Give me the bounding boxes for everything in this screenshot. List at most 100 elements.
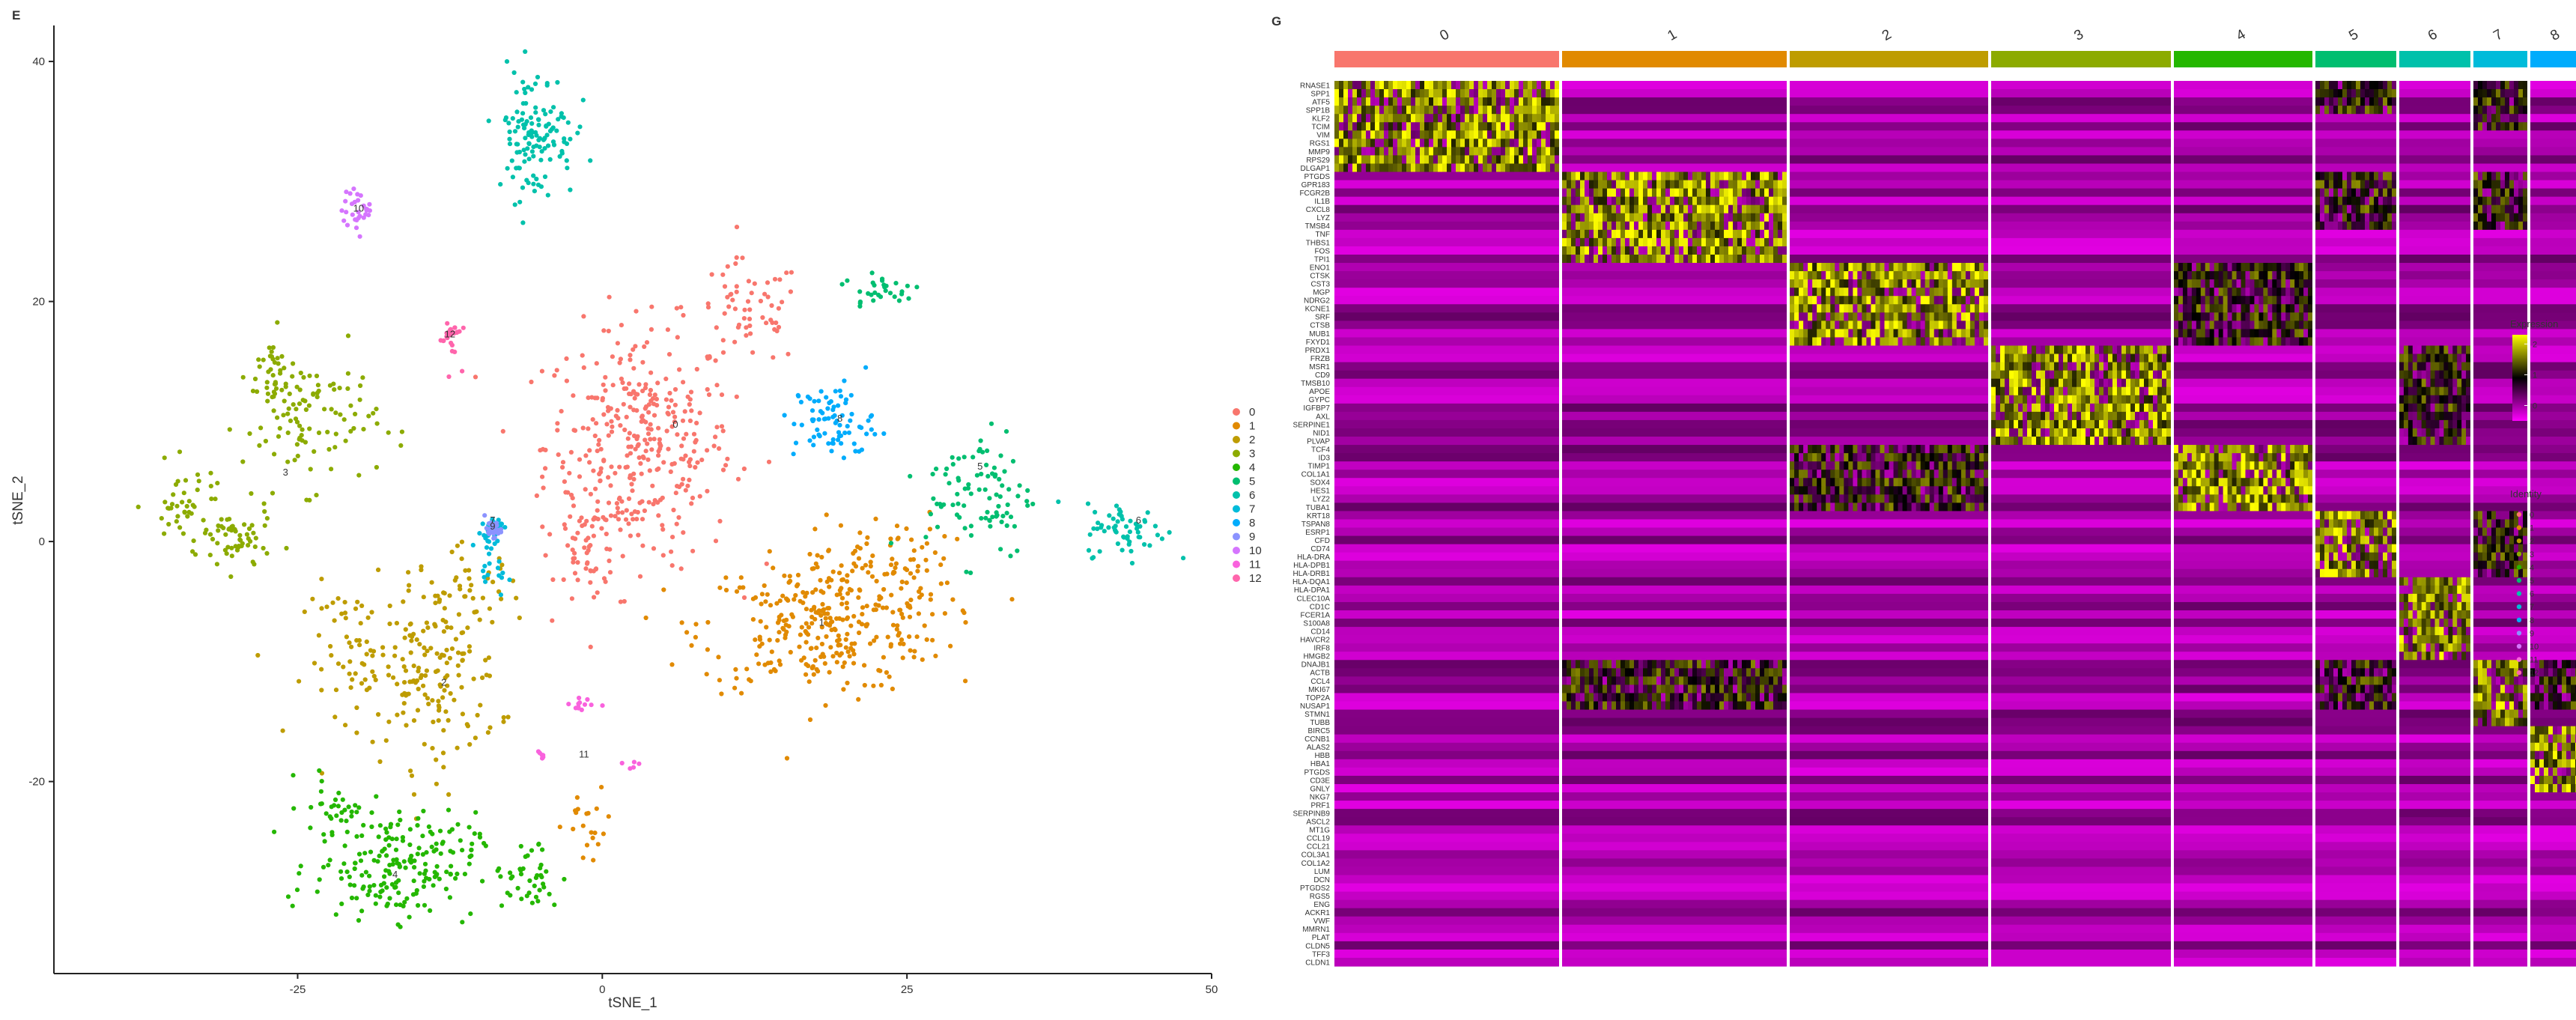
scatter-point <box>851 661 857 666</box>
heatmap-cell <box>2094 362 2100 371</box>
scatter-point <box>467 644 473 649</box>
heatmap-cell <box>1523 97 1528 106</box>
scatter-point <box>319 779 324 784</box>
heatmap-cell <box>1790 395 1988 404</box>
heatmap-cell <box>1826 279 1831 288</box>
scatter-point <box>816 417 821 422</box>
heatmap-cell <box>1567 237 1572 247</box>
scatter-point <box>1135 529 1140 535</box>
heatmap-cell <box>1991 106 2171 115</box>
heatmap-cell <box>1334 511 1559 520</box>
heatmap-cell <box>1803 445 1808 454</box>
heatmap-cell <box>1866 461 1872 470</box>
heatmap-cell <box>1433 114 1439 123</box>
heatmap-cell <box>1562 114 1787 123</box>
heatmap-cell <box>1853 470 1858 479</box>
scatter-point <box>360 375 365 380</box>
heatmap-cell <box>1334 478 1559 487</box>
heatmap-cell <box>1875 271 1881 280</box>
heatmap-cell <box>1812 486 1817 495</box>
scatter-point <box>617 495 622 501</box>
heatmap-cell <box>1746 188 1752 198</box>
x-tick-label: 50 <box>1206 983 1218 996</box>
heatmap-cell <box>1907 470 1913 479</box>
scatter-point <box>534 176 539 182</box>
scatter-point <box>643 615 648 621</box>
heatmap-cell <box>1429 139 1434 148</box>
heatmap-cell <box>1514 163 1519 173</box>
heatmap-cell <box>1956 271 1962 280</box>
heatmap-cell <box>1701 668 1707 677</box>
heatmap-cell <box>1643 237 1648 247</box>
scatter-point <box>765 294 771 300</box>
scatter-point <box>498 874 503 879</box>
heatmap-cell <box>1790 834 1988 843</box>
heatmap-cell <box>1402 106 1407 115</box>
scatter-point <box>907 614 913 619</box>
scatter-point <box>779 613 784 618</box>
heatmap-cell <box>1670 237 1675 247</box>
scatter-point <box>434 757 439 762</box>
scatter-point <box>264 385 270 390</box>
scatter-point <box>979 516 984 521</box>
scatter-point <box>349 809 354 815</box>
scatter-point <box>595 590 600 595</box>
heatmap-cell <box>1474 114 1479 123</box>
heatmap-cell <box>1528 97 1533 106</box>
scatter-point <box>626 496 632 502</box>
scatter-point <box>625 453 630 458</box>
heatmap-cell <box>1920 329 1926 339</box>
heatmap-cell <box>1348 114 1353 123</box>
scatter-point <box>859 447 864 452</box>
heatmap-cell <box>1546 147 1551 157</box>
scatter-point <box>631 476 637 482</box>
heatmap-cell <box>2099 353 2104 363</box>
scatter-point <box>648 327 654 332</box>
heatmap-cell <box>1898 445 1904 454</box>
scatter-point <box>505 714 511 720</box>
scatter-point <box>361 427 366 432</box>
heatmap-cell <box>1474 106 1479 115</box>
heatmap-cell <box>1571 668 1576 677</box>
scatter-point <box>307 497 312 503</box>
heatmap-cell <box>1933 263 1939 272</box>
scatter-point <box>521 148 526 153</box>
heatmap-cell <box>2005 386 2010 396</box>
heatmap-cell <box>1938 486 1944 495</box>
heatmap-cell <box>1794 453 1799 462</box>
heatmap-cell <box>1965 470 1971 479</box>
heatmap-cell <box>1835 445 1840 454</box>
heatmap-cell <box>2027 386 2032 396</box>
heatmap-cell <box>1688 213 1693 222</box>
heatmap-cell <box>1839 453 1844 462</box>
scatter-point <box>733 667 738 673</box>
scatter-point <box>583 566 589 571</box>
heatmap-cell <box>1460 122 1465 131</box>
scatter-point <box>184 503 189 509</box>
scatter-point <box>918 586 923 591</box>
heatmap-cell <box>1647 684 1653 694</box>
heatmap-cell <box>1706 221 1711 231</box>
heatmap-cell <box>1826 494 1831 503</box>
heatmap-cell <box>1706 213 1711 222</box>
heatmap-cell <box>1724 213 1729 222</box>
heatmap-cell <box>1724 660 1729 669</box>
heatmap-cell <box>1420 97 1425 106</box>
heatmap-cell <box>1978 296 1984 305</box>
heatmap-cell <box>1817 478 1822 487</box>
scatter-point <box>377 759 383 765</box>
scatter-point <box>893 561 899 566</box>
heatmap-cell <box>1710 237 1716 247</box>
heatmap-cell <box>1866 279 1872 288</box>
scatter-point <box>531 181 536 186</box>
scatter-point <box>661 587 666 592</box>
scatter-point <box>431 849 437 854</box>
heatmap-cell <box>1571 701 1576 711</box>
heatmap-cell <box>1656 171 1662 181</box>
heatmap-cell <box>1871 445 1877 454</box>
heatmap-cell <box>2117 345 2122 355</box>
scatter-point <box>275 356 280 361</box>
heatmap-cell <box>1947 321 1953 330</box>
heatmap-cell <box>1929 478 1935 487</box>
scatter-point <box>647 468 652 473</box>
